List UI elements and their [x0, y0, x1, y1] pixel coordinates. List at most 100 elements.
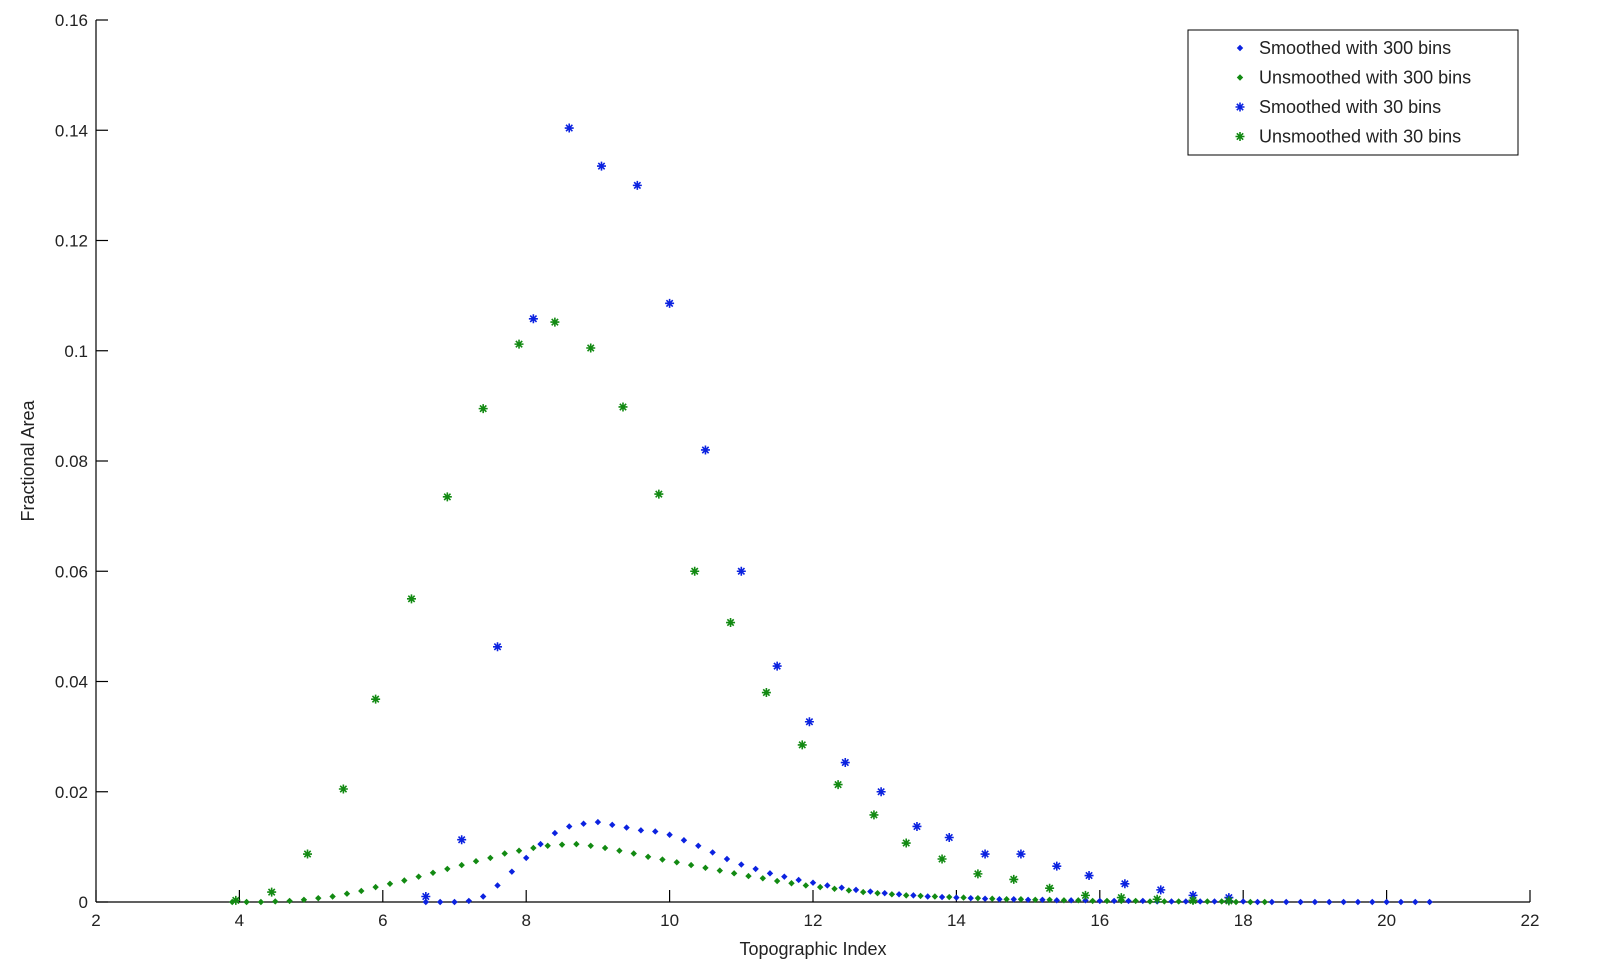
data-point	[1052, 861, 1062, 871]
data-point	[406, 594, 416, 604]
data-point	[1354, 898, 1362, 906]
data-point	[494, 882, 501, 889]
data-point	[451, 898, 458, 906]
data-point	[960, 894, 967, 901]
data-point	[358, 887, 365, 895]
x-tick-label: 14	[947, 911, 966, 930]
data-point	[867, 888, 874, 895]
data-point	[989, 895, 996, 902]
y-axis-label: Fractional Area	[18, 399, 38, 521]
data-point	[573, 840, 580, 848]
data-point	[665, 298, 675, 308]
data-point	[401, 877, 408, 884]
data-point	[730, 870, 738, 877]
data-point	[788, 880, 795, 887]
series-2	[229, 840, 1268, 906]
data-point	[804, 717, 814, 727]
data-point	[1383, 898, 1390, 906]
data-point	[924, 893, 931, 900]
data-point	[444, 865, 451, 873]
data-point	[931, 893, 939, 900]
data-point	[833, 780, 843, 790]
data-point	[736, 566, 746, 576]
data-point	[272, 898, 279, 905]
data-point	[1283, 898, 1290, 906]
data-point	[1067, 897, 1075, 904]
data-point	[831, 885, 838, 892]
data-point	[874, 889, 881, 897]
data-point	[1084, 871, 1094, 881]
data-point	[515, 847, 523, 854]
data-point	[802, 882, 810, 889]
data-point	[300, 896, 308, 903]
data-point	[659, 856, 666, 863]
data-point	[901, 838, 911, 848]
data-point	[1211, 898, 1218, 905]
data-point	[528, 314, 538, 324]
data-point	[1218, 898, 1225, 905]
data-point	[623, 824, 630, 831]
data-point	[472, 858, 480, 865]
x-axis-label: Topographic Index	[739, 939, 886, 959]
data-point	[1412, 898, 1419, 906]
data-point	[257, 898, 265, 906]
data-point	[797, 740, 807, 750]
legend-marker	[1235, 102, 1245, 112]
data-point	[723, 855, 731, 863]
data-point	[702, 864, 709, 872]
data-point	[695, 842, 702, 849]
legend: Smoothed with 300 bins Unsmoothed with 30…	[1187, 29, 1519, 156]
data-point	[946, 893, 953, 901]
data-point	[1261, 898, 1268, 906]
data-point	[580, 820, 587, 827]
data-point	[690, 566, 700, 576]
data-point	[1369, 898, 1376, 906]
data-point	[544, 842, 551, 849]
data-point	[773, 877, 781, 885]
data-point	[1096, 897, 1103, 905]
data-point	[596, 161, 606, 171]
data-point	[530, 844, 537, 852]
data-point	[422, 898, 430, 906]
x-ticks: 2 4 6 8 10 12 14 16 18 20 22	[91, 890, 1539, 930]
data-point	[286, 897, 293, 905]
data-point	[429, 869, 437, 876]
data-point	[632, 180, 642, 190]
x-tick-label: 20	[1377, 911, 1396, 930]
data-point	[745, 872, 752, 880]
data-point	[980, 849, 990, 859]
legend-marker	[1235, 132, 1245, 141]
data-point	[752, 865, 759, 873]
data-point	[493, 642, 503, 652]
data-point	[566, 823, 573, 830]
data-point	[564, 123, 574, 133]
legend-entry-label: Unsmoothed with 300 bins	[1259, 68, 1471, 88]
data-point	[458, 861, 465, 869]
y-tick-label: 0.1	[64, 342, 88, 361]
data-point	[1175, 898, 1182, 905]
data-point	[953, 894, 960, 901]
data-point	[845, 887, 853, 894]
data-point	[687, 861, 695, 869]
data-point	[709, 849, 716, 856]
data-point	[594, 818, 602, 826]
data-point	[303, 849, 313, 859]
data-point	[231, 895, 241, 905]
data-point	[772, 661, 782, 671]
data-point	[1326, 898, 1333, 906]
data-point	[457, 835, 467, 845]
data-point	[586, 343, 596, 353]
data-point	[1232, 898, 1240, 906]
data-point	[465, 897, 473, 905]
data-point	[1053, 897, 1060, 904]
data-point	[609, 821, 616, 829]
data-point	[1003, 896, 1010, 903]
series-1	[422, 818, 1433, 906]
data-point	[343, 890, 351, 897]
data-point	[895, 891, 903, 898]
y-tick-label: 0.06	[55, 562, 88, 581]
data-point	[700, 445, 710, 455]
data-point	[944, 833, 954, 843]
data-point	[415, 873, 422, 880]
